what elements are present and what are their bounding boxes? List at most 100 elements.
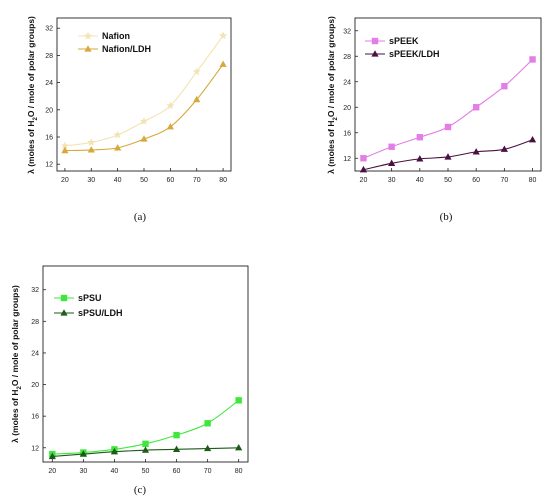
y-axis-label-part: O / mole of polar groups): [26, 16, 36, 117]
legend-label: sPSU: [78, 293, 102, 303]
data-point-2: [48, 452, 56, 460]
data-point-1: [113, 130, 122, 139]
data-point-2: [472, 148, 480, 155]
data-point-2: [61, 146, 69, 154]
data-point-1: [416, 134, 424, 141]
y-tick-label: 20: [45, 107, 53, 114]
legend-marker: [60, 309, 68, 316]
data-point-2: [140, 135, 148, 142]
data-point-1: [388, 143, 395, 150]
data-point-1: [235, 397, 242, 404]
legend-label: sPEEK: [389, 36, 419, 46]
x-tick-label: 50: [444, 177, 452, 184]
y-tick-label: 24: [45, 80, 53, 87]
y-tick-label: 20: [343, 105, 351, 112]
chart-panel-2: 20 30 40 50 60 70 80 12 16 20 24 28 32 λ (moles of H2…: [326, 16, 542, 223]
data-point-1: [501, 83, 508, 90]
data-point-1: [173, 431, 180, 439]
y-tick-label: 24: [343, 79, 351, 86]
data-point-2: [219, 60, 227, 67]
plot-frame: [56, 17, 232, 172]
y-tick-label: 16: [31, 414, 39, 421]
data-point-2: [444, 153, 452, 160]
legend-marker: [371, 37, 379, 45]
data-point-2: [87, 146, 95, 153]
series-line-1: [363, 59, 533, 159]
data-point-1: [360, 155, 367, 162]
x-tick-label: 30: [87, 177, 95, 184]
y-tick-label: 16: [45, 135, 53, 142]
y-tick-label: 28: [343, 54, 351, 61]
data-point-1: [204, 420, 211, 427]
y-tick-label: 12: [343, 156, 351, 163]
y-tick-label: 20: [31, 382, 39, 389]
data-point-2: [172, 445, 181, 452]
data-point-2: [359, 165, 368, 173]
y-axis-label-part: λ (moles of H: [326, 121, 336, 174]
chart-panel-3: 20 30 40 50 60 70 80 12 16 20 24 28 32 λ (moles of H2…: [10, 265, 249, 496]
legend-marker: [60, 294, 68, 302]
data-point-2: [416, 155, 424, 162]
x-tick-label: 80: [219, 177, 227, 184]
x-tick-label: 40: [111, 468, 119, 475]
y-axis-label: λ (moles of H2O / mole of polar groups): [10, 285, 23, 443]
data-point-2: [166, 123, 174, 130]
data-point-1: [192, 67, 201, 76]
y-tick-label: 12: [31, 445, 39, 452]
x-tick-label: 60: [173, 468, 181, 475]
data-point-2: [388, 159, 396, 166]
y-tick-label: 16: [343, 130, 351, 137]
legend-label: sPSU/LDH: [78, 308, 123, 318]
legend-label: Nafion: [102, 31, 130, 41]
x-tick-label: 50: [142, 468, 150, 475]
data-point-2: [114, 144, 122, 151]
data-point-1: [60, 141, 69, 150]
legend-marker: [84, 45, 92, 52]
x-tick-label: 60: [472, 177, 480, 184]
legend-marker: [84, 31, 92, 40]
x-tick-label: 70: [204, 468, 212, 475]
data-point-1: [472, 104, 480, 111]
y-axis-label-subscript: 2: [17, 386, 23, 390]
x-tick-label: 50: [140, 177, 148, 184]
data-point-1: [529, 56, 536, 63]
data-point-2: [204, 444, 212, 452]
x-tick-label: 80: [529, 177, 537, 184]
y-axis-label: λ (moles of H2O / mole of polar groups): [26, 16, 39, 174]
legend-marker: [371, 50, 379, 57]
x-tick-label: 30: [388, 177, 396, 184]
y-axis-label-subscript: 2: [333, 117, 339, 121]
panel-caption: (c): [134, 484, 147, 496]
y-axis-label-subscript: 2: [33, 117, 39, 121]
data-point-2: [141, 446, 150, 453]
x-tick-label: 20: [61, 177, 69, 184]
panel-caption: (b): [440, 211, 453, 223]
y-tick-label: 28: [45, 53, 53, 60]
y-axis-label: λ (moles of H2O / mole of polar groups): [326, 16, 339, 174]
y-tick-label: 24: [31, 350, 39, 357]
x-tick-label: 20: [48, 468, 56, 475]
data-point-1: [219, 31, 228, 40]
y-tick-label: 32: [31, 287, 39, 294]
x-tick-label: 40: [114, 177, 122, 184]
data-point-1: [444, 123, 452, 131]
y-tick-label: 32: [45, 26, 53, 33]
y-tick-label: 28: [31, 319, 39, 326]
data-point-2: [235, 443, 243, 451]
y-tick-label: 12: [45, 162, 53, 169]
y-axis-label-part: λ (moles of H: [26, 121, 36, 174]
y-axis-label-part: λ (moles of H: [10, 390, 20, 443]
data-point-1: [140, 117, 148, 125]
x-tick-label: 70: [500, 177, 508, 184]
y-tick-label: 32: [343, 28, 351, 35]
x-tick-label: 70: [193, 177, 201, 184]
legend-label: sPEEK/LDH: [389, 49, 440, 59]
x-tick-label: 60: [166, 177, 174, 184]
data-point-1: [87, 138, 96, 146]
data-point-1: [166, 101, 175, 110]
y-axis-label-part: O / mole of polar groups): [326, 16, 336, 117]
legend-label: Nafion/LDH: [102, 44, 151, 54]
x-tick-label: 20: [360, 177, 368, 184]
chart-panel-1: 20 30 40 50 60 70 80 12 16 20 24 28 32 λ (moles of H2…: [26, 16, 232, 223]
